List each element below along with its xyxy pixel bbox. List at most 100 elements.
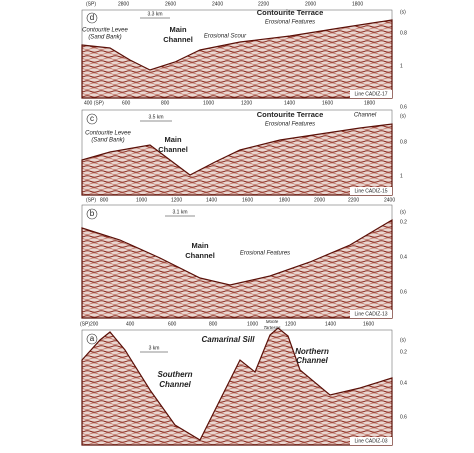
line-box	[350, 187, 392, 195]
axis-label: (s)	[400, 337, 406, 343]
panel-d: (SP) 2800 2600 2400 2200 2000 1800 (s) 0…	[81, 1, 407, 99]
tick-label: 2800	[118, 1, 129, 7]
feature-label: Contourite Levee	[82, 28, 128, 34]
feature-label: (Sand Bank)	[91, 138, 124, 144]
feature-label: Camarinal Sill	[202, 335, 256, 344]
tick-label: 600	[168, 321, 177, 327]
axis-label: (s)	[400, 9, 406, 15]
tick-label: 1400	[284, 100, 295, 106]
feature-label: Channel	[354, 113, 377, 119]
feature-label: Contourite Terrace	[257, 110, 324, 119]
tick-label: 1800	[279, 197, 290, 203]
tick-label: (SP)200	[80, 321, 99, 327]
feature-label: Erosional Scour	[204, 34, 247, 40]
panel-c: 400 (SP) 600 800 1000 1200 1400 1600 180…	[81, 100, 407, 196]
tick-label: 1800	[352, 1, 363, 7]
feature-label: Channel	[158, 145, 188, 154]
tick-label: 2200	[348, 197, 359, 203]
axis-label: 0.8	[400, 30, 407, 36]
feature-label: (Sand Bank)	[88, 35, 121, 41]
feature-label: Channel	[159, 380, 191, 389]
tick-label: 1000	[247, 321, 258, 327]
tick-label: 1200	[285, 321, 296, 327]
tick-label: 1600	[363, 321, 374, 327]
feature-label: Contourite Levee	[85, 131, 131, 137]
axis-label: 0.4	[400, 254, 407, 260]
tick-label: 1000	[136, 197, 147, 203]
tick-label: 600	[122, 100, 131, 106]
axis-label: (s)	[400, 209, 406, 215]
tick-label: 1000	[203, 100, 214, 106]
panel-a: (SP)200 400 600 800 1000 1200 1400 1600 …	[80, 319, 407, 446]
tick-label: 1600	[242, 197, 253, 203]
tick-label: 1400	[206, 197, 217, 203]
feature-label: Tartesos	[263, 325, 281, 330]
scale-label: 3 km	[149, 345, 160, 351]
tick-label: 1200	[171, 197, 182, 203]
panel-letter: d	[90, 13, 94, 22]
feature-label: Erosional Features	[265, 122, 315, 128]
tick-label: 400 (SP)	[84, 100, 104, 106]
panel-letter-circle	[86, 333, 98, 345]
line-label: Line CADIZ-15	[354, 188, 387, 194]
feature-label: Northern	[295, 347, 329, 356]
feature-label: Main	[191, 241, 209, 250]
seismic-section	[81, 123, 393, 196]
feature-label: Erosional Features	[240, 251, 290, 257]
tick-label: (SP)	[86, 197, 96, 203]
panel-letter-circle	[86, 208, 98, 220]
tick-label: 2600	[165, 1, 176, 7]
panel-b: (SP) 800 1000 1200 1400 1600 1800 2000 2…	[81, 197, 407, 319]
feature-label: Channel	[185, 251, 215, 260]
tick-label: 800	[161, 100, 170, 106]
panel-letter: a	[90, 334, 95, 343]
tick-label: 1600	[322, 100, 333, 106]
axis-label: 0.2	[400, 219, 407, 225]
feature-label: Southern	[157, 370, 192, 379]
line-label: Line CADIZ-03	[354, 438, 387, 444]
scale-label: 3.5 km	[148, 114, 163, 120]
tick-label: (SP)	[86, 1, 96, 7]
seismic-section	[81, 327, 393, 446]
tick-label: 2000	[305, 1, 316, 7]
scale-label: 3.1 km	[172, 209, 187, 215]
axis-label: 0.6	[400, 104, 407, 110]
axis-label: 1	[400, 173, 403, 179]
tick-label: 800	[209, 321, 218, 327]
tick-label: 1400	[325, 321, 336, 327]
axis-label: 0.6	[400, 414, 407, 420]
panel-letter: c	[90, 114, 94, 123]
panel-letter-circle	[86, 12, 98, 24]
line-box	[350, 310, 392, 318]
axis-label: 0.8	[400, 139, 407, 145]
line-box	[350, 90, 392, 98]
axis-label: (s)	[400, 113, 406, 119]
feature-label: Monte	[266, 319, 279, 324]
scale-label: 3.3 km	[147, 11, 162, 17]
tick-label: 2400	[384, 197, 395, 203]
axis-label: 1	[400, 63, 403, 69]
line-label: Line CADIZ-13	[354, 311, 387, 317]
axis-label: 0.2	[400, 349, 407, 355]
axis-label: 0.6	[400, 289, 407, 295]
axis-label: 0.4	[400, 380, 407, 386]
tick-label: 2400	[212, 1, 223, 7]
panel-letter-circle	[86, 113, 98, 125]
tick-label: 800	[100, 197, 109, 203]
panel-letter: b	[90, 209, 95, 218]
seismic-section	[81, 218, 393, 319]
feature-label: Channel	[163, 35, 193, 44]
line-box	[350, 437, 392, 445]
tick-label: 400	[126, 321, 135, 327]
feature-label: Channel	[296, 356, 328, 365]
feature-label: Main	[164, 135, 182, 144]
tick-label: 1800	[364, 100, 375, 106]
feature-label: Contourite Terrace	[257, 8, 324, 17]
feature-label: Main	[169, 25, 187, 34]
line-label: Line CADIZ-17	[354, 91, 387, 97]
tick-label: 2200	[258, 1, 269, 7]
tick-label: 2000	[314, 197, 325, 203]
feature-label: Erosional Features	[265, 20, 315, 26]
tick-label: 1200	[241, 100, 252, 106]
